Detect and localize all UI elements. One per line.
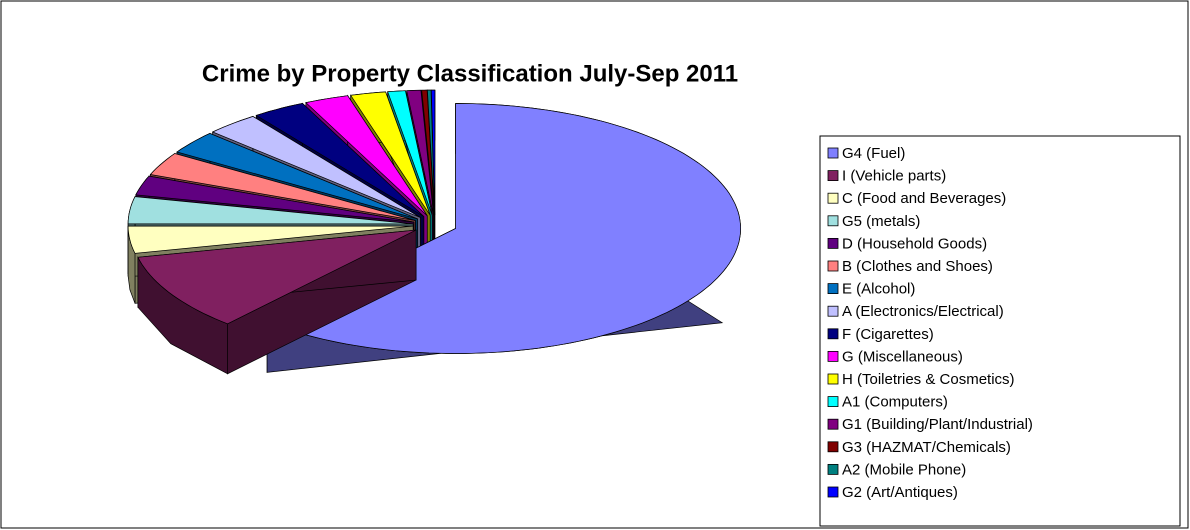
legend-swatch [827,170,839,182]
legend-box [819,135,1181,527]
legend-swatch [827,305,839,317]
legend-swatch [827,373,839,385]
legend-swatch [827,328,839,340]
slice [127,225,414,254]
slice [305,95,428,216]
legend-swatch [827,215,839,227]
slice [149,153,416,221]
legend-label: B (Clothes and Shoes) [842,258,993,275]
legend-label: G4 (Fuel) [842,145,905,162]
legend-swatch [827,283,839,295]
legend-label: G2 (Art/Antiques) [842,484,958,501]
legend-label: A1 (Computers) [842,394,948,411]
slice [211,116,421,218]
legend-swatch [827,260,839,272]
legend-label: G5 (metals) [842,213,920,230]
legend-swatch [827,237,839,249]
legend-swatch [827,350,839,362]
slice [176,133,418,220]
slice [255,103,425,217]
legend-label: D (Household Goods) [842,235,987,252]
legend-swatch [827,396,839,408]
slice [127,196,414,225]
legend: G4 (Fuel) I (Vehicle parts) C (Food and Be… [827,145,1033,501]
legend-swatch [827,463,839,475]
legend-label: A2 (Mobile Phone) [842,461,966,478]
legend-label: C (Food and Beverages) [842,190,1006,207]
pie [127,89,741,375]
legend-label: G3 (HAZMAT/Chemicals) [842,439,1011,456]
legend-swatch [827,192,839,204]
legend-label: F (Cigarettes) [842,326,934,343]
legend-label: G (Miscellaneous) [842,348,963,365]
slice [137,229,417,325]
slice [421,89,435,216]
slice [350,91,431,216]
legend-swatch [827,441,839,453]
legend-swatch [827,486,839,498]
legend-label: A (Electronics/Electrical) [842,303,1004,320]
legend-label: E (Alcohol) [842,281,915,298]
legend-label: H (Toiletries & Cosmetics) [842,371,1015,388]
chart-title: Crime by Property Classification July-Se… [202,60,738,87]
legend-label: I (Vehicle parts) [842,168,946,185]
slice [135,175,415,223]
legend-swatch [827,418,839,430]
legend-label: G1 (Building/Plant/Industrial) [842,416,1033,433]
legend-swatch [827,147,839,159]
slice [387,90,433,216]
slice [406,89,434,216]
